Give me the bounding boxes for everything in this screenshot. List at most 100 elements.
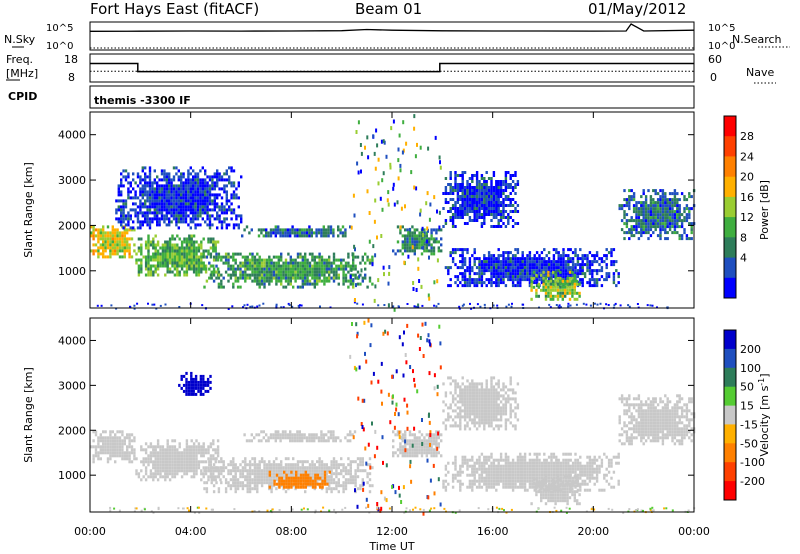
heatmap-speckle [360, 151, 363, 156]
heatmap-cell [287, 252, 290, 256]
heatmap-cell [202, 383, 205, 387]
heatmap-cell [507, 213, 510, 216]
heatmap-speckle [275, 305, 278, 308]
heatmap-cell [461, 278, 464, 282]
heatmap-cell [196, 193, 200, 197]
heatmap-cell [209, 469, 213, 473]
heatmap-cell [270, 279, 273, 283]
heatmap-cell [251, 255, 254, 259]
heatmap-cell [364, 276, 367, 280]
heatmap-cell [149, 442, 153, 446]
heatmap-cell [199, 202, 202, 206]
heatmap-cell [325, 264, 328, 268]
heatmap-cell [214, 246, 217, 250]
heatmap-cell [366, 463, 369, 467]
heatmap-cell [229, 264, 233, 268]
heatmap-cell [392, 451, 395, 455]
heatmap-cell [116, 252, 119, 256]
heatmap-cell [188, 448, 191, 452]
heatmap-speckle [360, 169, 362, 174]
heatmap-cell [189, 220, 192, 224]
heatmap-cell [586, 263, 589, 267]
heatmap-cell [425, 445, 428, 449]
heatmap-cell [283, 485, 286, 489]
heatmap-cell [430, 237, 433, 241]
heatmap-cell [308, 469, 312, 473]
heatmap-cell [318, 469, 321, 473]
heatmap-cell [306, 267, 309, 271]
heatmap-cell [114, 433, 117, 437]
heatmap-cell [140, 267, 143, 271]
heatmap-cell [285, 485, 288, 489]
heatmap-cell [190, 380, 193, 384]
heatmap-cell [630, 225, 633, 229]
heatmap-cell [313, 264, 316, 268]
heatmap-cell [628, 198, 631, 202]
heatmap-cell [328, 276, 331, 280]
heatmap-cell [274, 225, 277, 229]
heatmap-cell [342, 282, 345, 286]
heatmap-cell [200, 478, 203, 482]
heatmap-cell [158, 205, 161, 209]
heatmap-cell [227, 255, 230, 259]
heatmap-cell [519, 263, 522, 267]
heatmap-cell [291, 225, 294, 229]
heatmap-cell [228, 181, 231, 185]
heatmap-cell [485, 213, 488, 216]
heatmap-cell [212, 472, 215, 476]
heatmap-cell [197, 445, 201, 449]
heatmap-cell [454, 216, 457, 219]
heatmap-cell [668, 228, 672, 232]
heatmap-cell [401, 451, 404, 455]
heatmap-cell [562, 248, 565, 252]
heatmap-cell [531, 263, 534, 267]
heatmap-cell [246, 481, 249, 485]
heatmap-cell [173, 460, 177, 464]
heatmap-cell [399, 430, 402, 434]
heatmap-cell [291, 228, 294, 232]
heatmap-cell [258, 460, 261, 464]
heatmap-cell [320, 255, 324, 259]
heatmap-cell [92, 231, 95, 235]
heatmap-cell [195, 240, 198, 244]
heatmap-cell [99, 445, 102, 449]
heatmap-cell [545, 260, 548, 264]
heatmap-cell [344, 469, 348, 473]
heatmap-cell [499, 204, 503, 207]
heatmap-cell [289, 276, 292, 280]
heatmap-speckle [382, 265, 385, 270]
heatmap-cell [152, 475, 155, 479]
heatmap-cell [468, 284, 472, 288]
heatmap-cell [139, 190, 142, 194]
heatmap-cell [222, 255, 225, 259]
heatmap-cell [401, 243, 404, 247]
heatmap-cell [468, 195, 472, 198]
heatmap-cell [475, 281, 479, 285]
heatmap-cell [478, 207, 481, 210]
heatmap-cell [666, 213, 669, 217]
heatmap-cell [404, 442, 407, 446]
heatmap-cell [133, 439, 136, 443]
heatmap-cell [188, 243, 191, 247]
heatmap-cell [504, 225, 508, 228]
heatmap-cell [194, 386, 198, 390]
heatmap-cell [335, 460, 338, 464]
heatmap-cell [344, 472, 348, 476]
heatmap-cell [166, 457, 169, 461]
heatmap-cell [109, 243, 112, 247]
heatmap-cell [519, 260, 522, 264]
heatmap-cell [413, 234, 416, 238]
heatmap-speckle [380, 234, 383, 238]
heatmap-cell [200, 472, 203, 476]
heatmap-cell [620, 228, 624, 232]
heatmap-cell [197, 466, 201, 470]
heatmap-cell [671, 210, 674, 214]
heatmap-cell [161, 258, 165, 262]
heatmap-cell [182, 187, 185, 191]
heatmap-cell [671, 225, 674, 229]
heatmap-cell [509, 251, 512, 255]
heatmap-speckle [557, 305, 560, 308]
heatmap-cell [164, 258, 167, 262]
heatmap-cell [122, 217, 125, 221]
heatmap-cell [154, 454, 157, 458]
